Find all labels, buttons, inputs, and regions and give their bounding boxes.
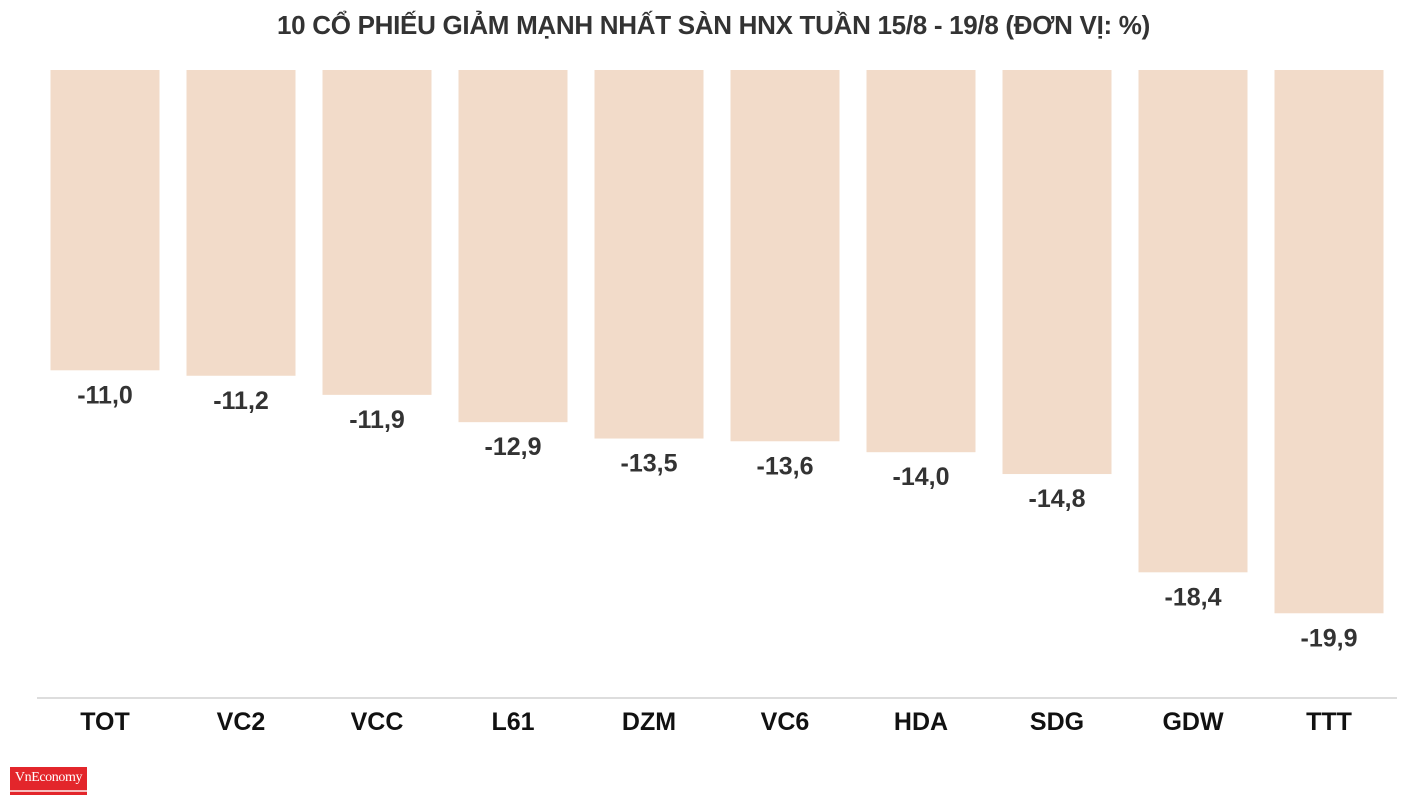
bar-l61 — [458, 70, 568, 423]
bar-ttt — [1274, 70, 1384, 614]
x-tick-label-vcc: VCC — [351, 708, 404, 736]
logo-text: VnEconomy — [14, 770, 83, 785]
value-label-hda: -14,0 — [893, 463, 950, 491]
bar-sdg — [1002, 70, 1112, 475]
value-label-vc2: -11,2 — [213, 387, 269, 415]
x-tick-label-gdw: GDW — [1162, 708, 1224, 736]
value-label-dzm: -13,5 — [621, 450, 678, 478]
x-tick-label-vc6: VC6 — [761, 708, 810, 736]
value-label-vcc: -11,9 — [349, 406, 405, 434]
x-tick-label-tot: TOT — [80, 708, 130, 736]
value-label-vc6: -13,6 — [757, 452, 814, 480]
x-tick-label-hda: HDA — [894, 708, 948, 736]
bar-dzm — [594, 70, 704, 439]
vneconomy-logo: VnEconomy — [10, 767, 87, 795]
chart-title: 10 CỔ PHIẾU GIẢM MẠNH NHẤT SÀN HNX TUẦN … — [277, 10, 1150, 40]
value-label-sdg: -14,8 — [1029, 485, 1086, 513]
x-tick-label-l61: L61 — [491, 708, 534, 736]
bar-tot — [50, 70, 160, 371]
value-label-tot: -11,0 — [77, 381, 133, 409]
bar-vcc — [322, 70, 432, 395]
x-tick-label-dzm: DZM — [622, 708, 676, 736]
value-label-ttt: -19,9 — [1301, 624, 1358, 652]
bar-vc6 — [730, 70, 840, 442]
x-tick-label-vc2: VC2 — [217, 708, 266, 736]
x-tick-label-ttt: TTT — [1306, 708, 1352, 736]
value-label-gdw: -18,4 — [1165, 583, 1222, 611]
bar-vc2 — [186, 70, 296, 376]
x-tick-label-sdg: SDG — [1030, 708, 1084, 736]
value-label-l61: -12,9 — [485, 433, 542, 461]
bar-hda — [866, 70, 976, 453]
logo-strip — [10, 790, 87, 792]
bar-gdw — [1138, 70, 1248, 573]
